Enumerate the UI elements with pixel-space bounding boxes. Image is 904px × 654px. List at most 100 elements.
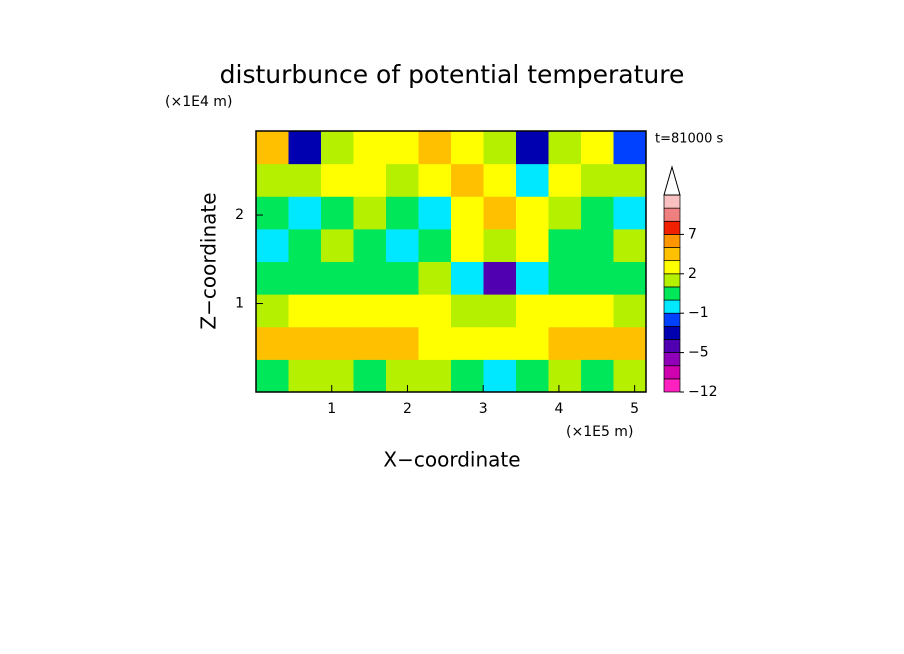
field-cell — [613, 228, 647, 262]
field-cell — [483, 228, 517, 262]
field-cell — [548, 163, 582, 197]
colorbar-segment — [663, 207, 681, 222]
field-cell — [288, 131, 322, 165]
field-cell — [516, 294, 549, 328]
time-annotation: t=81000 s — [655, 132, 723, 147]
field-cell — [386, 294, 419, 328]
field-cell — [451, 261, 484, 295]
field-cell — [288, 228, 322, 262]
y-axis-label: Z−coordinate — [197, 192, 221, 329]
field-cell — [386, 196, 419, 230]
field-cell — [353, 326, 387, 360]
field-cell — [516, 228, 549, 262]
field-cell — [288, 261, 322, 295]
y-tick-label: 1 — [235, 296, 244, 312]
field-cell — [418, 228, 452, 262]
colorbar-segment — [663, 247, 681, 262]
field-cell — [483, 359, 517, 393]
colorbar-segment — [663, 325, 681, 340]
colorbar-segment — [663, 299, 681, 314]
y-tick-label: 2 — [235, 207, 244, 223]
field-cell — [288, 359, 322, 393]
field-cell — [386, 359, 419, 393]
field-cell — [613, 359, 647, 393]
field-cell — [613, 163, 647, 197]
field-cell — [353, 359, 387, 393]
field-cell — [321, 163, 354, 197]
x-tick-label: 5 — [630, 401, 639, 417]
field-cell — [288, 196, 322, 230]
colorbar-segment — [663, 194, 681, 209]
field-cell — [288, 294, 322, 328]
field-cell — [321, 294, 354, 328]
field-cell — [418, 294, 452, 328]
field-cell — [256, 261, 289, 295]
field-cell — [386, 228, 419, 262]
field-cell — [451, 163, 484, 197]
field-cell — [321, 261, 354, 295]
field-cell — [256, 228, 289, 262]
field-cell — [613, 326, 647, 360]
field-cell — [516, 163, 549, 197]
field-cell — [418, 261, 452, 295]
x-tick-label: 3 — [479, 401, 488, 417]
field-cell — [451, 326, 484, 360]
field-cell — [548, 359, 582, 393]
field-cell — [288, 326, 322, 360]
field-cell — [581, 196, 614, 230]
colorbar-tick-label: 2 — [688, 266, 697, 282]
field-cell — [288, 163, 322, 197]
colorbar-segment — [663, 365, 681, 380]
colorbar-segment — [663, 352, 681, 367]
field-cell — [256, 359, 289, 393]
field-cell — [321, 131, 354, 165]
field-cell — [548, 131, 582, 165]
field-cell — [581, 359, 614, 393]
field-cell — [386, 131, 419, 165]
field-cell — [516, 359, 549, 393]
colorbar-segment — [663, 260, 681, 275]
field-cell — [321, 359, 354, 393]
field-cell — [581, 163, 614, 197]
colorbar-tick-label: 7 — [688, 226, 697, 242]
colorbar-segment — [663, 286, 681, 301]
field-cell — [516, 326, 549, 360]
field-cell — [581, 261, 614, 295]
field-cell — [613, 294, 647, 328]
field-cell — [418, 196, 452, 230]
colorbar-arrow — [663, 165, 681, 196]
field-cell — [321, 228, 354, 262]
field-cell — [256, 326, 289, 360]
colorbar-segment — [663, 339, 681, 353]
x-unit: (×1E5 m) — [566, 424, 633, 440]
chart-title: disturbunce of potential temperature — [220, 60, 685, 89]
field-cell — [451, 196, 484, 230]
field-cell — [418, 163, 452, 197]
field-cell — [353, 294, 387, 328]
colorbar-segment — [663, 273, 681, 288]
field-cell — [353, 163, 387, 197]
x-tick-label: 4 — [554, 401, 563, 417]
field-cell — [418, 131, 452, 165]
x-tick-label: 2 — [403, 401, 412, 417]
field-cell — [483, 294, 517, 328]
field-cell — [353, 131, 387, 165]
field-cell — [483, 163, 517, 197]
x-tick-label: 1 — [327, 401, 336, 417]
field-cell — [548, 326, 582, 360]
field-cell — [483, 261, 517, 295]
colorbar-segment — [663, 378, 681, 393]
colorbar-tick-label: −12 — [688, 384, 718, 400]
colorbar-segment — [663, 312, 681, 327]
field-cell — [516, 131, 549, 165]
field-cell — [353, 196, 387, 230]
field-cell — [548, 261, 582, 295]
colorbar-segment — [663, 220, 681, 235]
x-axis-label: X−coordinate — [383, 448, 520, 472]
field-cell — [451, 228, 484, 262]
field-cell — [256, 196, 289, 230]
field-cell — [321, 326, 354, 360]
field-cell — [613, 196, 647, 230]
field-cell — [483, 196, 517, 230]
